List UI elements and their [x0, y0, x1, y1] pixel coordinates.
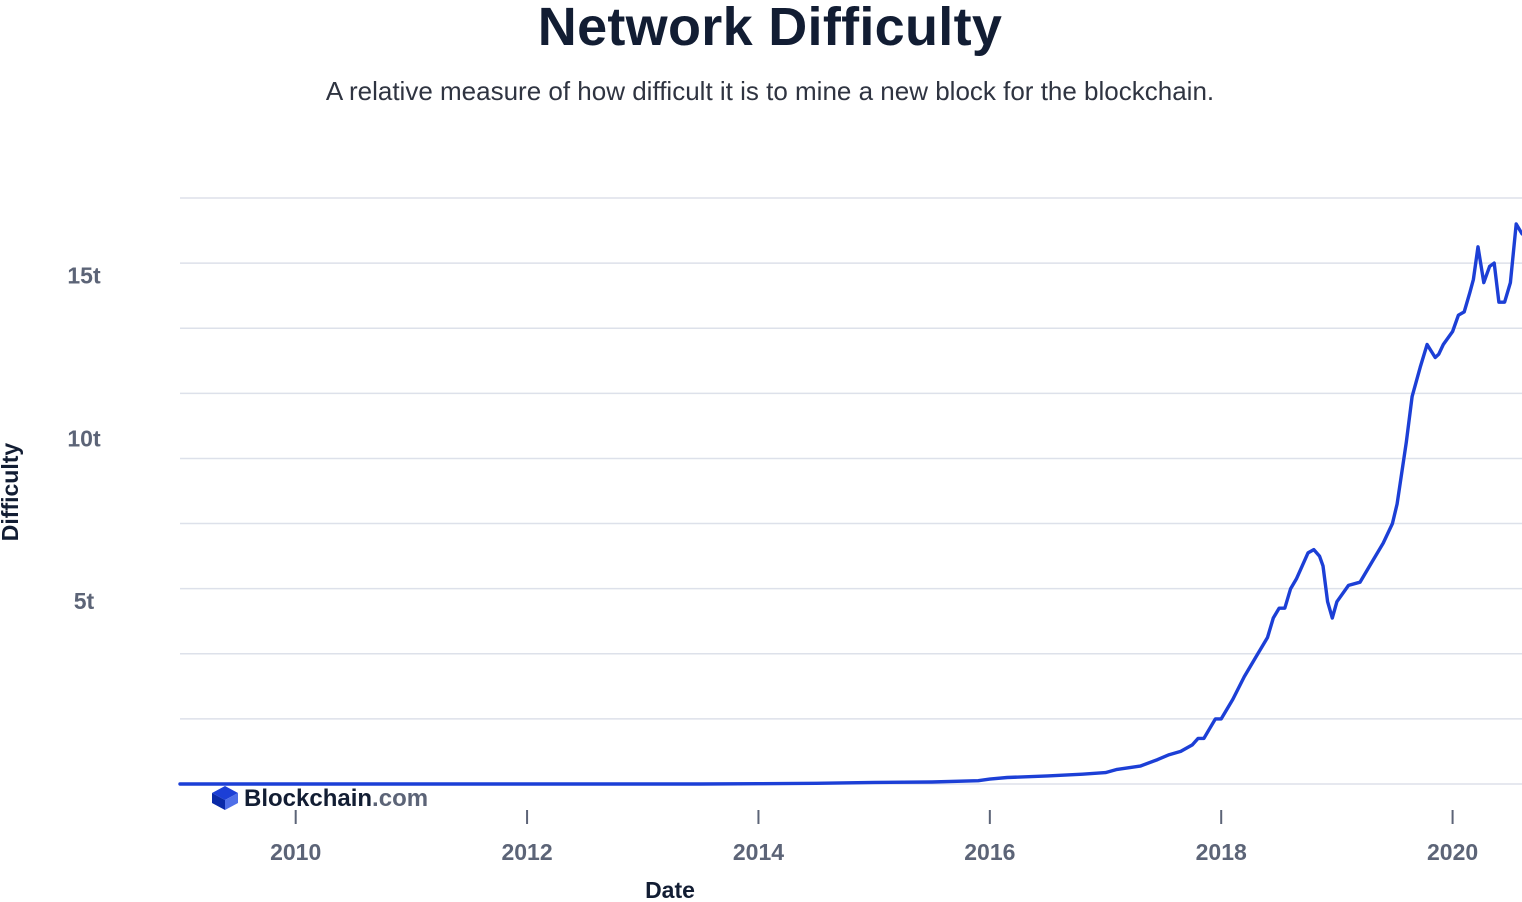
brand-name: Blockchain.com: [244, 785, 428, 812]
x-tick-label: 2016: [964, 839, 1015, 865]
x-axis-title: Date: [645, 877, 695, 902]
x-tick-label: 2018: [1196, 839, 1247, 865]
gridlines: [180, 197, 1522, 785]
x-axis: 2010 2012 2014 2016 2018 2020: [270, 810, 1478, 865]
brand-logo: Blockchain.com: [212, 785, 428, 812]
difficulty-line: [178, 222, 1522, 786]
y-tick-label: 5t: [74, 588, 95, 614]
y-tick-label: 10t: [67, 425, 101, 451]
x-tick-label: 2012: [501, 839, 552, 865]
y-axis: 5t 10t 15t: [67, 263, 101, 615]
y-axis-title: Difficulty: [0, 443, 23, 542]
x-tick-label: 2020: [1427, 839, 1478, 865]
chart-title: Network Difficulty: [537, 0, 1003, 57]
y-tick-label: 15t: [67, 263, 101, 289]
x-tick-label: 2010: [270, 839, 321, 865]
chart-subtitle: A relative measure of how difficult it i…: [325, 76, 1215, 106]
x-tick-label: 2014: [733, 839, 784, 865]
blockchain-logo-icon: [212, 786, 238, 810]
